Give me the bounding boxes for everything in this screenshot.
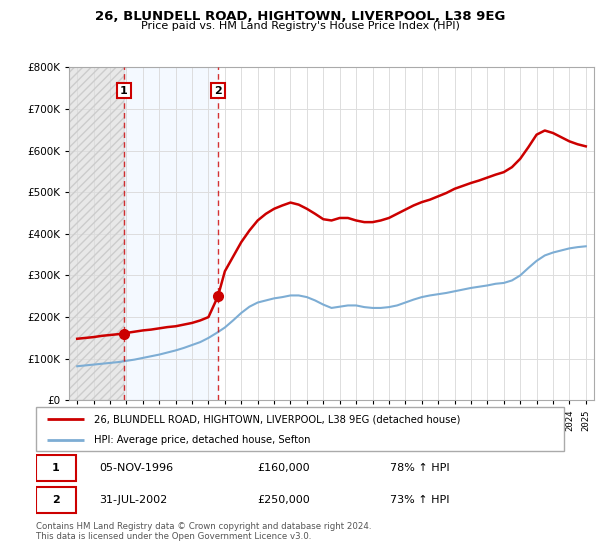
Text: 78% ↑ HPI: 78% ↑ HPI [390,463,449,473]
Text: 2: 2 [52,495,59,505]
Text: 2: 2 [214,86,222,96]
Bar [124,67,218,400]
Text: 1: 1 [120,86,128,96]
Text: 1: 1 [52,463,59,473]
Bar [69,67,124,400]
Text: Price paid vs. HM Land Registry's House Price Index (HPI): Price paid vs. HM Land Registry's House … [140,21,460,31]
Text: 05-NOV-1996: 05-NOV-1996 [100,463,173,473]
Text: £160,000: £160,000 [258,463,310,473]
Text: HPI: Average price, detached house, Sefton: HPI: Average price, detached house, Seft… [94,435,311,445]
Text: Contains HM Land Registry data © Crown copyright and database right 2024.
This d: Contains HM Land Registry data © Crown c… [36,522,371,542]
Text: 26, BLUNDELL ROAD, HIGHTOWN, LIVERPOOL, L38 9EG (detached house): 26, BLUNDELL ROAD, HIGHTOWN, LIVERPOOL, … [94,414,460,424]
Text: 26, BLUNDELL ROAD, HIGHTOWN, LIVERPOOL, L38 9EG: 26, BLUNDELL ROAD, HIGHTOWN, LIVERPOOL, … [95,10,505,23]
FancyBboxPatch shape [36,407,564,451]
Text: 31-JUL-2002: 31-JUL-2002 [100,495,167,505]
FancyBboxPatch shape [36,487,76,513]
FancyBboxPatch shape [36,455,76,480]
Bar [69,67,124,400]
Text: £250,000: £250,000 [258,495,311,505]
Text: 73% ↑ HPI: 73% ↑ HPI [390,495,449,505]
